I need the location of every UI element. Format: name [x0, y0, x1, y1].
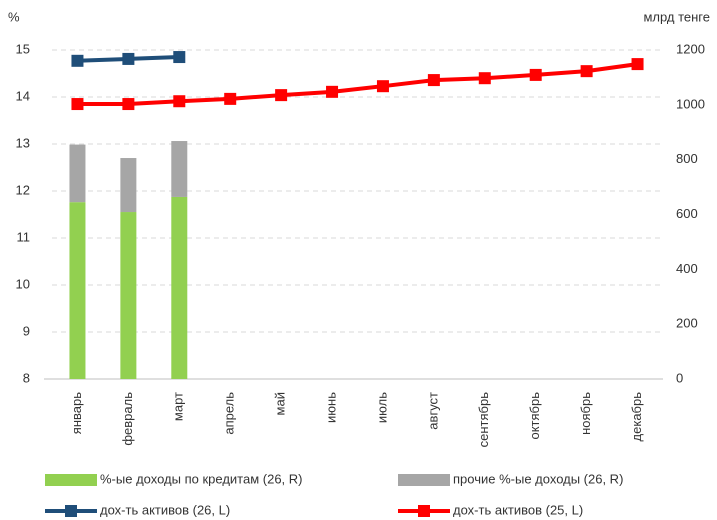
x-tick-label: апрель: [222, 392, 237, 435]
legend-label: дох-ть активов (26, L): [100, 502, 230, 517]
line: [77, 62, 638, 107]
marker: [326, 85, 339, 98]
y2-tick-label: 200: [676, 316, 698, 331]
y-tick-label: 15: [16, 41, 30, 56]
y-tick-label: 10: [16, 276, 30, 291]
bar: [69, 144, 86, 203]
bar: [171, 196, 188, 379]
marker: [71, 54, 84, 67]
x-tick-label: январь: [69, 392, 84, 434]
marker: [173, 51, 186, 64]
y2-tick-label: 1000: [676, 96, 705, 111]
y2-tick-label: 400: [676, 261, 698, 276]
y-axis-label: %: [8, 9, 20, 24]
x-tick-label: декабрь: [629, 392, 644, 442]
marker: [580, 65, 593, 78]
x-tick-label: июль: [374, 392, 389, 423]
marker: [275, 89, 288, 102]
y-tick-label: 9: [23, 323, 30, 338]
legend-label: дох-ть активов (25, L): [453, 502, 583, 517]
marker: [224, 92, 237, 105]
x-tick-label: март: [171, 392, 186, 421]
marker: [529, 68, 542, 81]
x-tick-label: май: [273, 392, 288, 415]
x-tick-label: июнь: [323, 392, 338, 423]
legend-label: %-ые доходы по кредитам (26, R): [100, 471, 303, 486]
x-tick-label: август: [425, 392, 440, 430]
legend-swatch: [418, 505, 430, 517]
y2-tick-label: 600: [676, 206, 698, 221]
x-tick-label: ноябрь: [578, 392, 593, 435]
marker: [122, 52, 135, 65]
x-tick-label: октябрь: [527, 392, 542, 440]
marker: [376, 80, 389, 93]
y2-axis-label: млрд тенге: [643, 9, 710, 24]
y-tick-label: 12: [16, 182, 30, 197]
y2-tick-label: 0: [676, 370, 683, 385]
marker: [173, 95, 186, 108]
marker: [631, 58, 644, 71]
bar: [120, 212, 137, 379]
legend-swatch: [65, 505, 77, 517]
bar: [69, 202, 86, 379]
x-tick-label: сентябрь: [476, 392, 491, 448]
y-tick-label: 11: [17, 229, 31, 244]
legend-swatch: [45, 474, 97, 486]
marker: [427, 74, 440, 87]
legend-swatch: [398, 474, 450, 486]
y2-tick-label: 800: [676, 151, 698, 166]
y-tick-label: 8: [23, 370, 30, 385]
marker: [71, 98, 84, 111]
bar: [120, 158, 137, 213]
x-tick-label: февраль: [120, 392, 135, 446]
legend-label: прочие %-ые доходы (26, R): [453, 471, 623, 486]
marker: [478, 72, 491, 85]
y-tick-label: 13: [16, 135, 30, 150]
y-tick-label: 14: [16, 88, 30, 103]
marker: [122, 98, 135, 111]
y2-tick-label: 1200: [676, 41, 705, 56]
bar: [171, 141, 188, 197]
